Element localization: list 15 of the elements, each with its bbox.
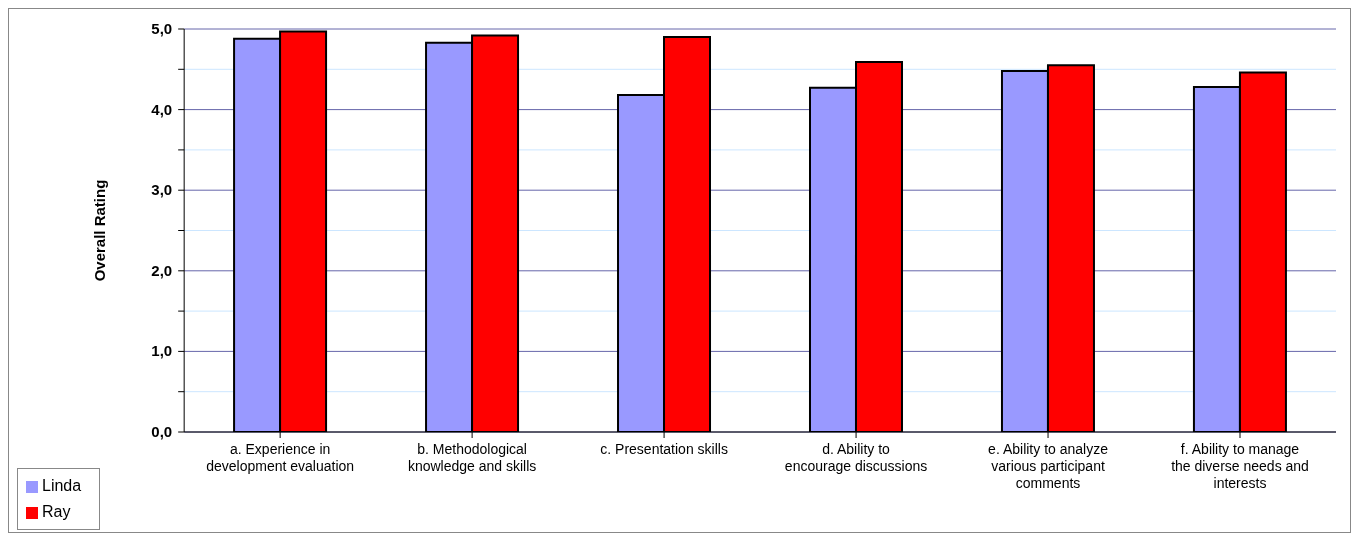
y-tick-label: 0,0 bbox=[151, 423, 173, 440]
x-tick-label: d. Ability to encourage discussions bbox=[784, 441, 928, 474]
y-tick-label: 1,0 bbox=[151, 342, 173, 360]
x-tick-label: a. Experience in development evaluation bbox=[206, 441, 355, 474]
x-tick-label: b. Methodological knowledge and skills bbox=[407, 441, 537, 474]
x-tick-label: f. Ability to manage the diverse needs and interests bbox=[1171, 441, 1309, 491]
x-tick-label: e. Ability to analyze various participant comments bbox=[988, 441, 1109, 491]
y-tick-label: 3,0 bbox=[151, 181, 173, 199]
y-tick-label: 4,0 bbox=[151, 100, 173, 118]
y-tick-label: 5,0 bbox=[151, 20, 173, 37]
legend-label: Linda bbox=[42, 477, 82, 494]
y-axis-title: Overall Rating bbox=[91, 179, 109, 282]
x-tick-label: c. Presentation skills bbox=[600, 441, 728, 457]
legend-label: Ray bbox=[42, 503, 71, 520]
y-tick-label: 2,0 bbox=[151, 261, 173, 279]
